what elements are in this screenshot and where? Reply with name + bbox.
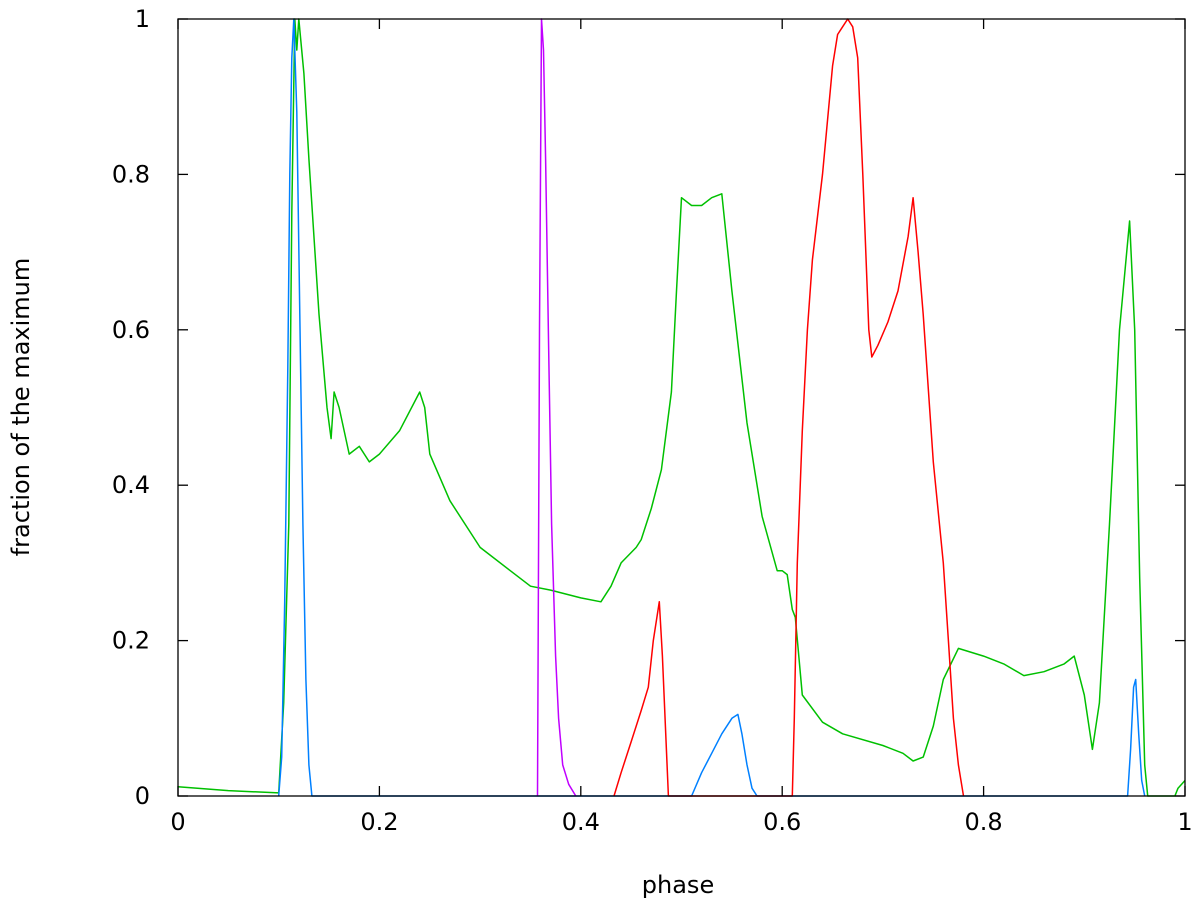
plot-lines	[177, 18, 1186, 797]
x-tick-label: 0.4	[562, 808, 600, 836]
x-tick-label: 0.2	[360, 808, 398, 836]
y-tick-label: 0.6	[112, 316, 150, 344]
series-line-1	[177, 18, 1186, 797]
x-tick-label: 1	[1177, 808, 1192, 836]
x-tick-label: 0.8	[965, 808, 1003, 836]
series-line-4	[613, 18, 965, 797]
y-tick-label: 0.2	[112, 627, 150, 655]
x-axis-label: phase	[642, 871, 714, 899]
y-tick-label: 0.8	[112, 160, 150, 188]
y-tick-label: 0.4	[112, 471, 150, 499]
y-tick-label: 0	[135, 782, 150, 810]
plot-frame	[177, 18, 1186, 797]
x-tick-label: 0.6	[763, 808, 801, 836]
series-line-2	[277, 18, 1146, 797]
y-axis-label: fraction of the maximum	[7, 258, 35, 557]
x-tick-label: 0	[170, 808, 185, 836]
axis-ticks: 0 0.2 0.4 0.6 0.8 1 0 0.2 0.4 0.6 0.8 1	[112, 5, 1193, 836]
y-tick-label: 1	[135, 5, 150, 33]
series-line-3	[536, 18, 577, 797]
